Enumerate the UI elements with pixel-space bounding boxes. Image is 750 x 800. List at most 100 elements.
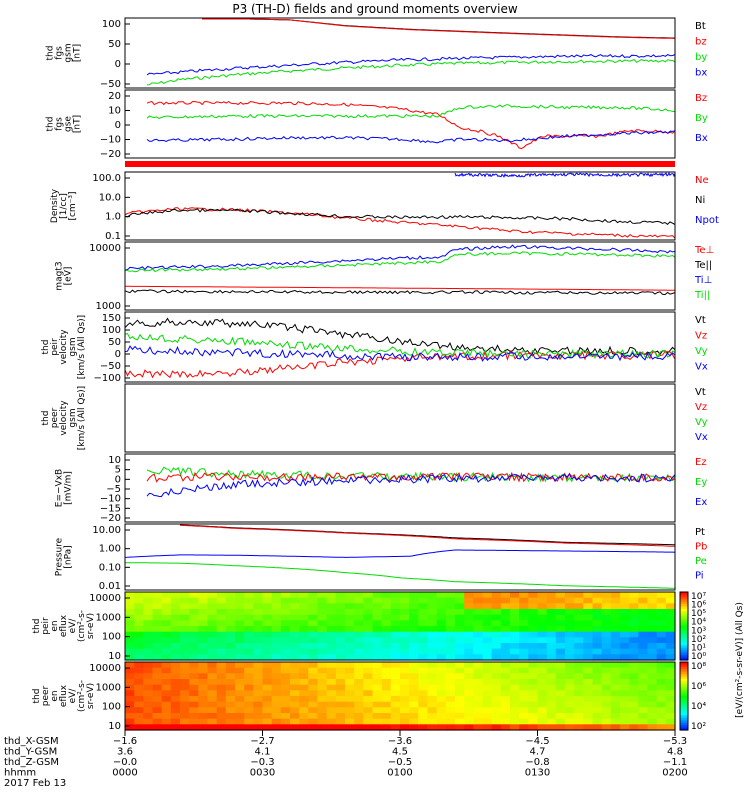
x-tick-label: −5.3	[663, 736, 687, 747]
spectrogram-cell	[537, 597, 548, 604]
spectrogram-cell	[629, 609, 639, 616]
spectrogram-cell	[225, 648, 236, 655]
spectrogram-cell	[473, 662, 484, 669]
spectrogram-cell	[180, 614, 190, 621]
spectrogram-cell	[629, 626, 639, 633]
spectrogram-cell	[500, 713, 511, 720]
spectrogram-cell	[335, 690, 346, 697]
spectrogram-cell	[610, 696, 621, 703]
spectrogram-cell	[299, 614, 309, 621]
spectrogram-cell	[482, 684, 493, 691]
x-tick-label: −1.6	[113, 736, 137, 747]
spectrogram-cell	[290, 690, 300, 697]
spectrogram-cell	[528, 637, 539, 644]
spectrogram-cell	[409, 713, 419, 720]
legend-Vx: Vx	[695, 432, 708, 443]
spectrogram-cell	[372, 631, 383, 638]
colorbar-cell	[680, 706, 688, 709]
spectrogram-cell	[143, 603, 154, 610]
spectrogram-cell	[620, 592, 630, 599]
spectrogram-cell	[216, 696, 227, 703]
spectrogram-cell	[400, 696, 410, 703]
spectrogram-cell	[629, 696, 639, 703]
spectrogram-cell	[537, 603, 548, 610]
spectrogram-cell	[198, 696, 209, 703]
spectrogram-cell	[638, 614, 649, 621]
y-tick-label: −50	[100, 79, 121, 90]
spectrogram-cell	[363, 609, 374, 616]
spectrogram-cell	[354, 684, 364, 691]
ylabel-line: [cm⁻³]	[68, 191, 78, 220]
spectrogram-cell	[189, 662, 199, 669]
spectrogram-cell	[638, 713, 649, 720]
spectrogram-cell	[647, 654, 658, 661]
spectrogram-cell	[335, 631, 346, 638]
spectrogram-cell	[418, 667, 429, 674]
spectrogram-cell	[207, 679, 218, 686]
spectrogram-cell	[537, 614, 548, 621]
spectrogram-cell	[482, 643, 493, 650]
spectrogram-cell	[482, 592, 493, 599]
spectrogram-cell	[152, 662, 163, 669]
spectrogram-cell	[134, 648, 144, 655]
spectrogram-cell	[143, 724, 154, 731]
spectrogram-cell	[207, 690, 218, 697]
spectrogram-cell	[583, 620, 594, 627]
spectrogram-cell	[235, 631, 245, 638]
spectrogram-cell	[253, 603, 264, 610]
spectrogram-cell	[455, 597, 465, 604]
spectrogram-cell	[601, 643, 612, 650]
spectrogram-cell	[290, 662, 300, 669]
legend-Ni: Ni	[695, 195, 705, 206]
spectrogram-cell	[409, 648, 419, 655]
spectrogram-cell	[253, 662, 264, 669]
legend-Ey: Ey	[695, 477, 707, 488]
spectrogram-cell	[134, 603, 144, 610]
spectrogram-cell	[455, 620, 465, 627]
spectrogram-cell	[583, 614, 594, 621]
spectrogram-cell	[271, 662, 282, 669]
spectrogram-cell	[418, 643, 429, 650]
spectrogram-cell	[216, 626, 227, 633]
spectrogram-cell	[647, 620, 658, 627]
spectrogram-cell	[134, 662, 144, 669]
spectrogram-cell	[427, 597, 438, 604]
spectrogram-cell	[436, 614, 447, 621]
spectrogram-cell	[519, 696, 529, 703]
spectrogram-cell	[280, 603, 291, 610]
spectrogram-cell	[125, 631, 135, 638]
spectrogram-cell	[610, 662, 621, 669]
spectrogram-cell	[354, 592, 364, 599]
spectrogram-cell	[482, 654, 493, 661]
spectrogram-cell	[354, 718, 364, 725]
spectrogram-cell	[161, 718, 172, 725]
spectrogram-cell	[610, 673, 621, 680]
spectrogram-cell	[537, 592, 548, 599]
spectrogram-cell	[482, 718, 493, 725]
spectrogram-cell	[198, 707, 209, 714]
spectrogram-cell	[436, 718, 447, 725]
colorbar-cell	[680, 723, 688, 726]
spectrogram-cell	[565, 724, 575, 731]
spectrogram-cell	[198, 620, 209, 627]
spectrogram-cell	[546, 626, 557, 633]
spectrogram-cell	[372, 679, 383, 686]
spectrogram-cell	[290, 592, 300, 599]
spectrogram-cell	[161, 637, 172, 644]
colorbar-tick: 10⁰	[691, 652, 706, 662]
spectrogram-cell	[326, 662, 337, 669]
colorbar-tick: 10⁶	[691, 682, 706, 692]
spectrogram-cell	[363, 707, 374, 714]
spectrogram-cell	[473, 718, 484, 725]
spectrogram-cell	[555, 626, 566, 633]
spectrogram-cell	[308, 643, 319, 650]
spectrogram-cell	[216, 667, 227, 674]
spectrogram-cell	[262, 696, 273, 703]
spectrogram-cell	[207, 654, 218, 661]
spectrogram-cell	[161, 673, 172, 680]
spectrogram-cell	[317, 648, 328, 655]
spectrogram-cell	[161, 648, 172, 655]
spectrogram-cell	[629, 679, 639, 686]
series-Te⊥	[125, 285, 675, 291]
spectrogram-cell	[207, 718, 218, 725]
